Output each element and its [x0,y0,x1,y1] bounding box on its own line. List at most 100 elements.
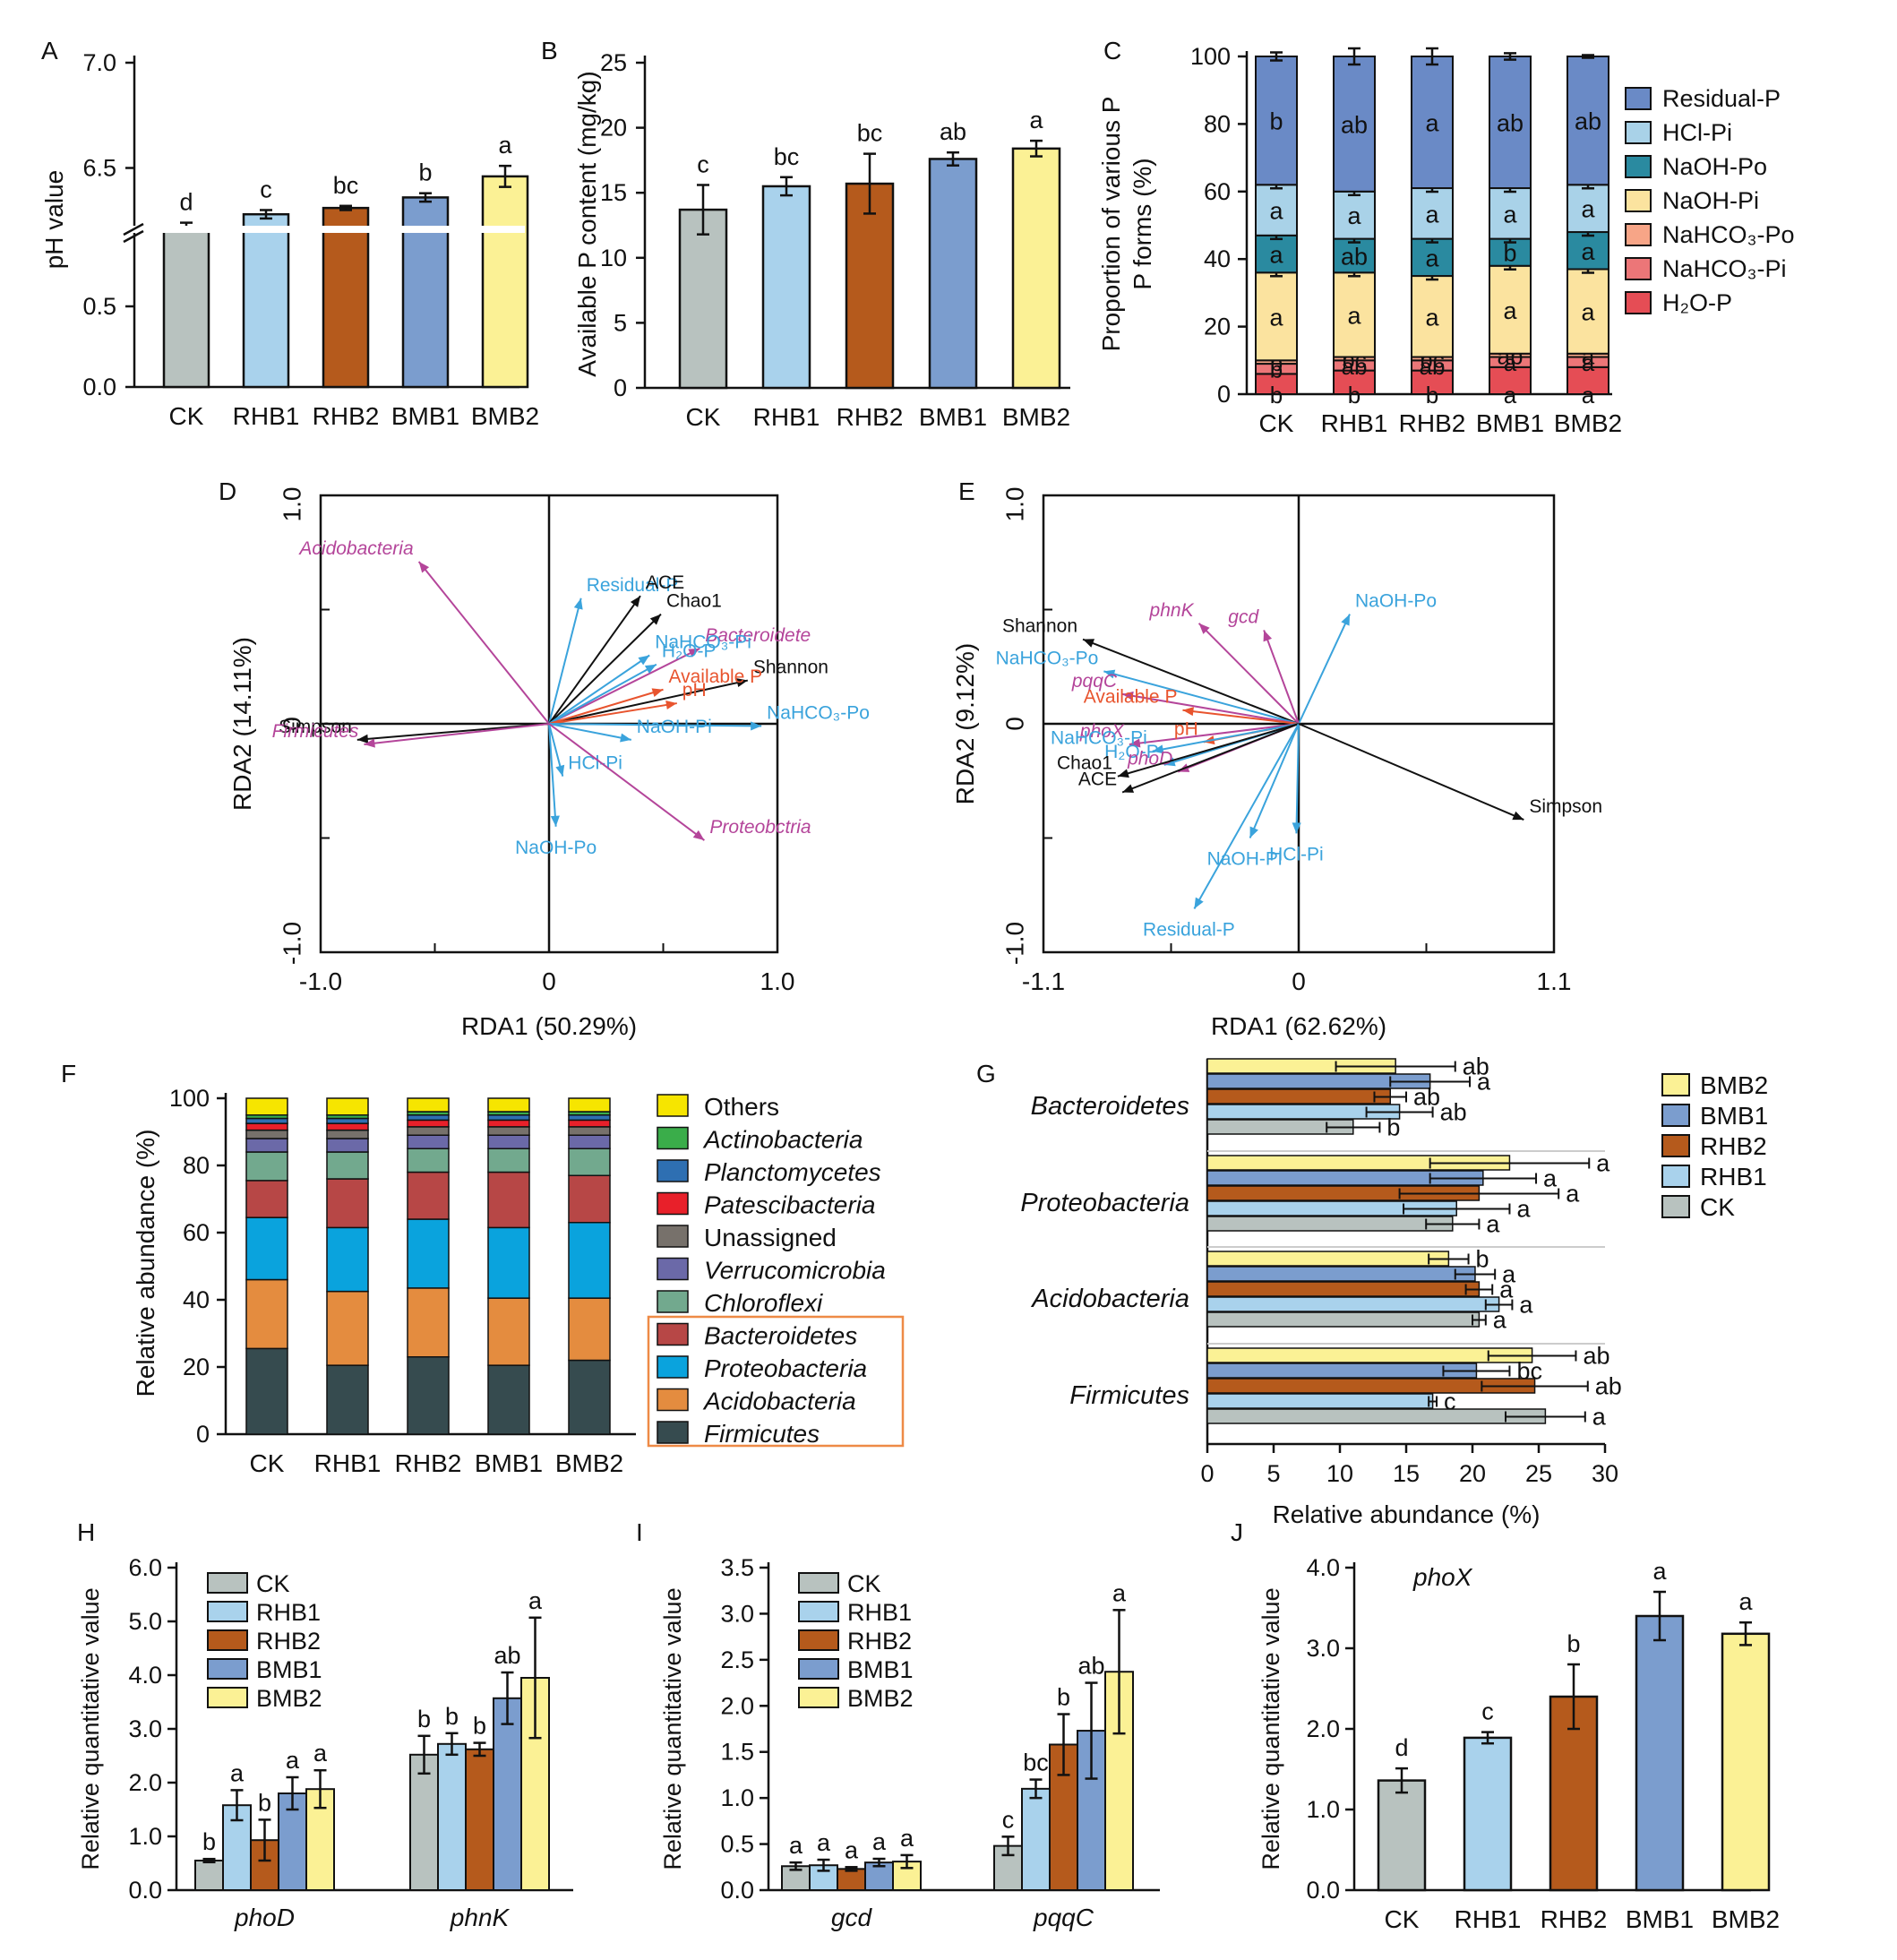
y-tick-label: 1.5 [720,1739,754,1766]
bar [837,1868,866,1891]
y-tick-label: 0.5 [720,1831,754,1858]
highlight-box [647,1315,905,1448]
rda-arrowhead [1117,769,1129,778]
significance-letter: c [697,150,709,177]
y-axis-label: Relative quantitative value [1258,1587,1284,1870]
significance-letter: bc [774,143,800,170]
significance-letter: a [1543,1165,1558,1192]
rda-vector-label: Simpson [1529,796,1602,817]
legend-swatch [657,1355,689,1379]
y-tick-label: 4.0 [128,1662,162,1689]
significance-letter: b [1348,382,1361,408]
rda-arrowhead [1263,630,1273,642]
rda-arrowhead [418,561,430,573]
stacked-bar-segment [407,1287,450,1358]
panel-letter: I [636,1518,643,1546]
rda-vector-label: phnK [1149,600,1195,621]
legend-label: Bacteroidetes [704,1322,857,1350]
significance-letter: a [1581,238,1595,265]
rda-vector [548,679,749,725]
rda-vector-label: phoX [1079,721,1125,742]
rda-vector [548,723,557,827]
rda-vector [548,597,582,725]
x-tick-label: phnK [450,1904,511,1931]
legend-swatch [657,1421,689,1444]
significance-letter: a [1029,107,1043,133]
panel-g: 0 5 10 15 20 25 30 Relative abundance (%) Bacter… [1020,1053,1768,1529]
panel-letter: D [219,477,236,505]
rda-vector-label: HCl-Pi [568,753,622,774]
stacked-bar-segment [1567,365,1609,395]
rda-arrowhead [651,688,664,698]
significance-letter: ab [1077,1653,1104,1680]
significance-letter: a [1269,198,1283,225]
x-tick-label: CK [169,402,204,430]
legend-swatch [798,1658,839,1680]
chart-title: phoX [1412,1563,1473,1591]
legend-swatch [1625,121,1652,144]
stacked-bar-segment [245,1117,288,1124]
y-tick-label: -1.0 [1000,922,1028,965]
legend-label: BMB1 [847,1656,914,1683]
legend-swatch [657,1159,689,1182]
panel-letter: F [61,1060,76,1087]
bar [409,1753,439,1892]
rda-arrowhead [665,700,677,709]
y-tick-label: 80 [183,1152,210,1179]
significance-letter: a [1269,304,1283,331]
significance-letter: bc [1023,1749,1049,1776]
significance-letter: c [1002,1806,1015,1833]
panel-i: 0.0 0.5 1.0 1.5 2.0 2.5 3.0 3.5 Relative quantit… [659,1554,1160,1931]
x-tick-label: BMB2 [555,1449,623,1477]
stacked-bar-segment [245,1122,288,1131]
stacked-bar-segment [487,1148,530,1173]
legend-swatch [657,1094,689,1117]
x-tick-label: -1.0 [299,967,342,995]
legend-swatch [657,1257,689,1281]
rda-arrowhead [751,721,762,731]
bar [162,226,210,389]
x-tick-label: 0 [1200,1460,1214,1487]
stacked-bar-segment [1489,187,1532,240]
legend-swatch [657,1225,689,1248]
stacked-bar-segment [326,1097,369,1116]
significance-letter: a [1652,1558,1667,1585]
y-tick-label: 7.0 [82,49,116,76]
stacked-bar-segment [326,1178,369,1229]
stacked-bar-segment [1567,268,1609,355]
significance-letter: a [1519,1292,1533,1319]
rda-vector-label: Shannon [1002,616,1077,637]
legend-swatch [798,1601,839,1622]
significance-letter: a [845,1836,859,1863]
rda-vector-label: H₂O-P [1104,742,1159,762]
stacked-bar-segment [568,1126,611,1136]
legend-swatch [657,1191,689,1216]
y-tick-label: 3.0 [720,1600,754,1627]
stacked-bar-segment [1567,56,1609,186]
significance-letter: b [258,1789,271,1816]
panel-d: -1.0 0 1.0 1.0 0 -1.0 RDA1 (50.29%) RDA2 (14.11… [228,487,870,1040]
stacked-bar-segment [326,1117,369,1124]
axis-break-band [122,226,525,233]
bar [1377,1779,1427,1892]
y-tick-label: 3.0 [128,1715,162,1742]
rda-vector-label: ACE [646,572,684,593]
y-tick-label: 0.0 [82,374,116,400]
legend-swatch [1625,87,1652,110]
rda-arrowhead [573,597,583,610]
rda-vector-label: gcd [1228,606,1259,627]
legend-swatch [1661,1195,1690,1218]
rda-vector-label: Available P [1084,687,1178,708]
significance-letter: a [1566,1181,1580,1208]
rda-arrowhead [688,648,700,658]
x-tick-label: BMB1 [919,403,987,431]
rda-arrowhead [1129,738,1141,748]
rda-arrowhead [1182,707,1194,717]
significance-letter: ab [1341,243,1368,270]
category-label: Firmicutes [1069,1381,1189,1410]
axis-break-mark [123,229,144,244]
stacked-bar-segment [487,1226,530,1299]
x-tick-label: 1.0 [760,967,795,995]
rda-vector [1249,723,1300,838]
bar [194,1860,224,1891]
